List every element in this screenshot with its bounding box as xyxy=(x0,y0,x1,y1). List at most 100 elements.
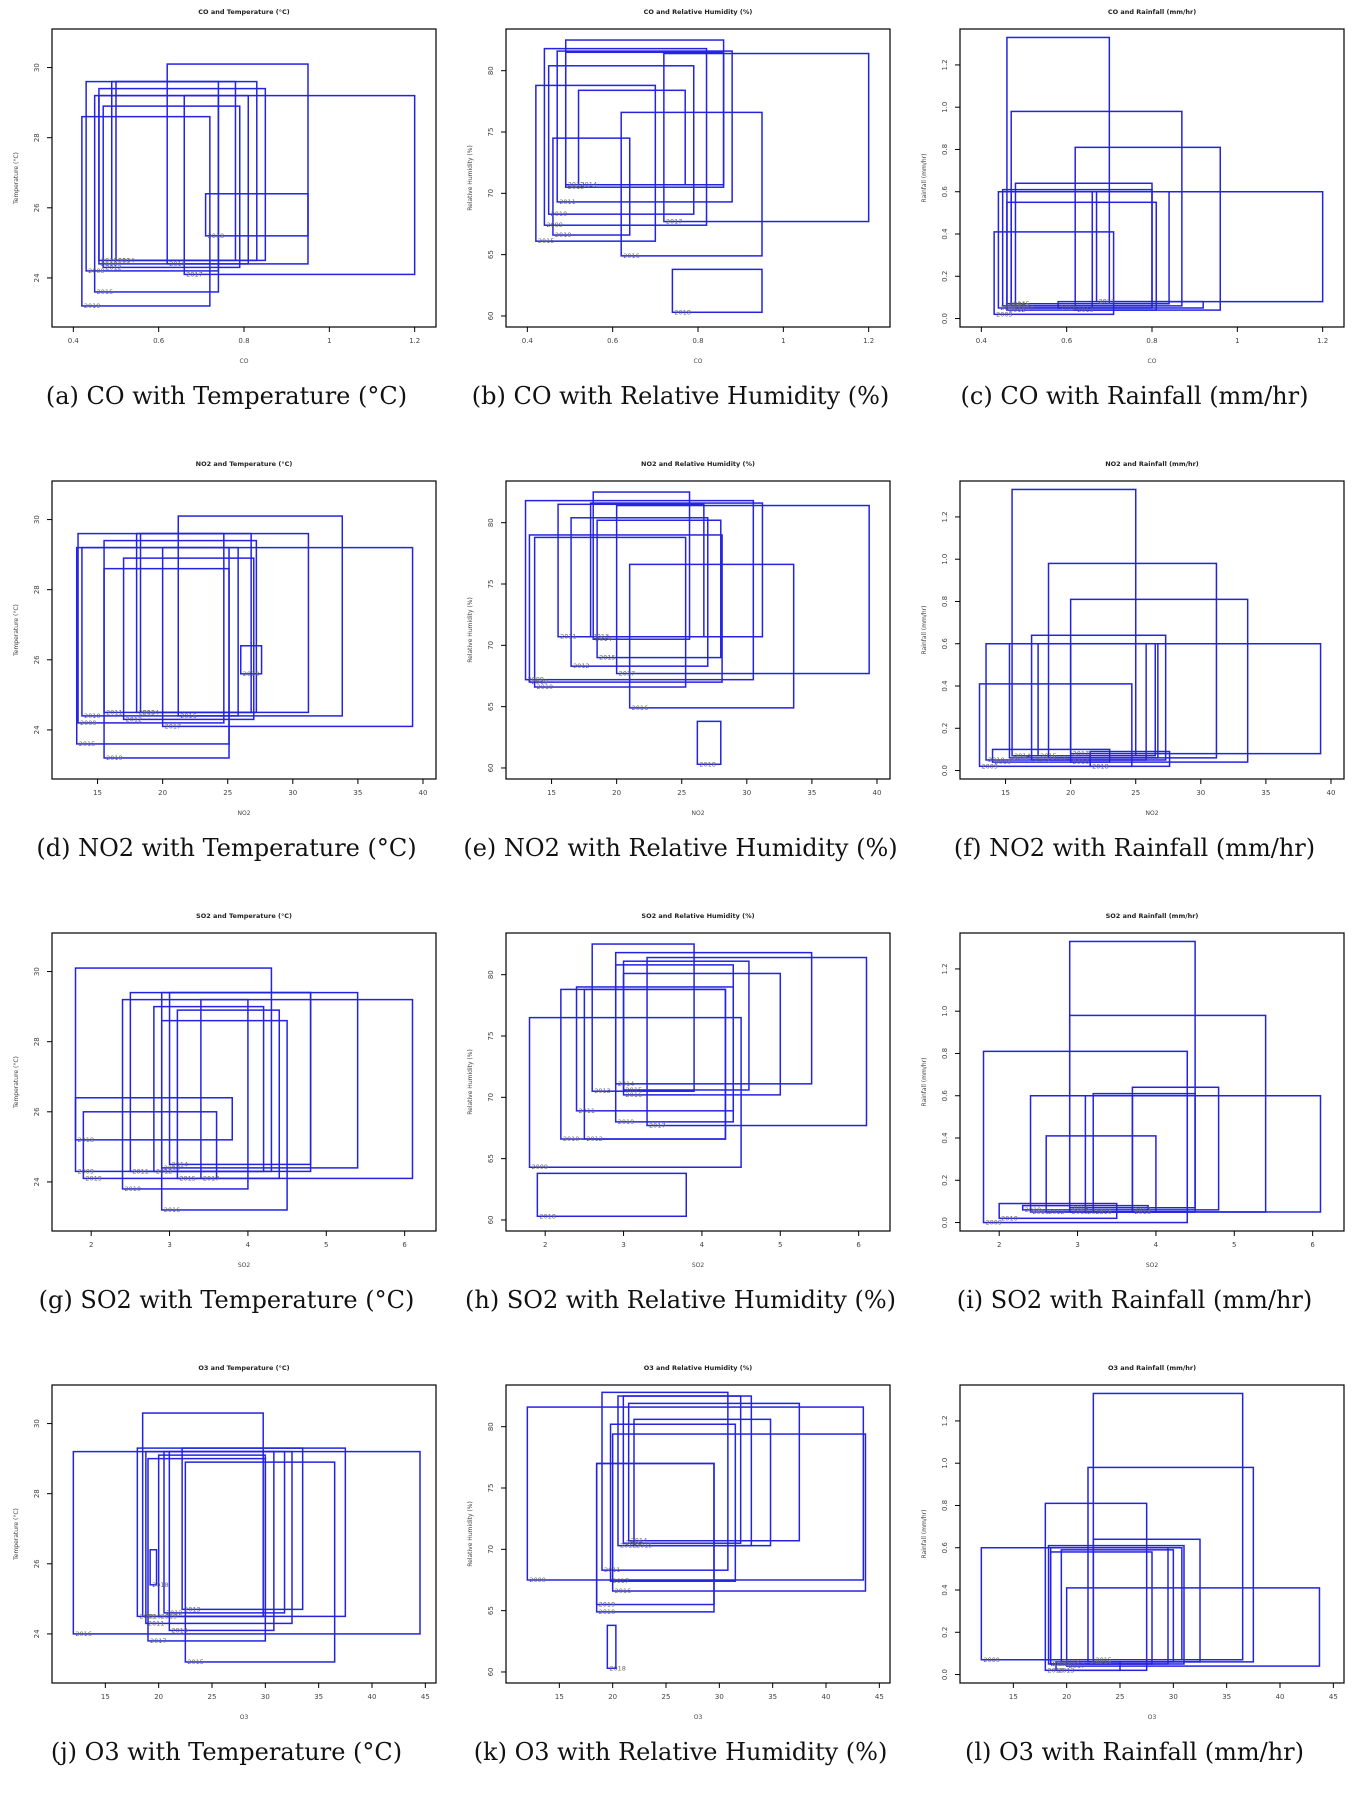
year-label: 2016 xyxy=(180,712,197,720)
year-label: 2017 xyxy=(1099,298,1116,306)
y-tick-label: 30 xyxy=(33,515,41,524)
year-label: 2012 xyxy=(166,1609,183,1617)
data-rect xyxy=(122,557,255,721)
y-tick-label: 80 xyxy=(487,518,495,527)
year-label: 2016 xyxy=(75,1630,92,1638)
y-tick-label: 0.2 xyxy=(941,271,949,282)
data-rect xyxy=(617,1395,753,1547)
data-rect xyxy=(606,1624,617,1670)
chart-svg: CO and Rainfall (mm/hr)20092010201120122… xyxy=(921,8,1345,365)
chart-panel: CO and Rainfall (mm/hr) 2009 2010 2011 2012 2… xyxy=(908,0,1361,452)
year-label: 2009 xyxy=(983,1656,1000,1664)
x-tick-label: 15 xyxy=(547,789,556,797)
data-rect xyxy=(82,1111,218,1180)
data-rect xyxy=(583,988,727,1140)
figure-caption: (l) O3 with Rainfall (mm/hr) xyxy=(964,1738,1305,1766)
x-tick-label: 25 xyxy=(1131,789,1140,797)
data-rect xyxy=(570,517,709,667)
year-label: 2011 xyxy=(148,1619,165,1627)
x-axis-label: NO2 xyxy=(1145,810,1158,817)
y-axis-label: Rainfall (mm/hr) xyxy=(921,154,928,203)
year-label: 2010 xyxy=(1001,1214,1018,1222)
year-label: 2010 xyxy=(563,1135,580,1143)
plot-frame xyxy=(51,1384,437,1684)
y-axis-label: Temperature (°C) xyxy=(13,1508,20,1561)
year-label: 2018 xyxy=(1060,304,1077,312)
data-rect xyxy=(663,52,870,223)
data-rect xyxy=(1092,1392,1244,1661)
x-tick-label: 25 xyxy=(1116,1693,1125,1701)
data-rect xyxy=(543,47,708,226)
y-tick-label: 1.0 xyxy=(941,554,949,565)
chart-panel: O3 and Relative Humidity (%) 2009 2010 2011… xyxy=(454,1356,907,1808)
year-label: 2013 xyxy=(164,1164,181,1172)
plot-frame xyxy=(959,480,1345,780)
x-tick-label: 15 xyxy=(101,1693,110,1701)
x-tick-label: 15 xyxy=(1001,789,1010,797)
data-rect xyxy=(72,1450,421,1635)
x-tick-label: 0.4 xyxy=(976,337,988,345)
year-label: 2017 xyxy=(1134,1206,1151,1214)
x-tick-label: 40 xyxy=(368,1693,377,1701)
year-label: 2015 xyxy=(599,654,616,662)
x-tick-label: 45 xyxy=(875,1693,884,1701)
y-tick-label: 1.2 xyxy=(941,511,949,522)
chart-panel: SO2 and Relative Humidity (%) 2009 2010 201… xyxy=(454,904,907,1356)
year-label: 2012 xyxy=(1048,1208,1065,1216)
x-tick-label: 6 xyxy=(1310,1241,1315,1249)
plot-frame xyxy=(51,28,437,328)
x-tick-label: 30 xyxy=(715,1693,724,1701)
year-label: 2016 xyxy=(1017,304,1034,312)
y-tick-label: 26 xyxy=(33,1559,41,1568)
year-label: 2014 xyxy=(618,1080,635,1088)
x-tick-label: 20 xyxy=(154,1693,163,1701)
x-tick-label: 30 xyxy=(288,789,297,797)
x-tick-label: 30 xyxy=(1196,789,1205,797)
x-tick-label: 0.8 xyxy=(238,337,249,345)
chart-panel: O3 and Rainfall (mm/hr) 2009 2010 2011 2012 2… xyxy=(908,1356,1361,1808)
data-rect xyxy=(622,1395,742,1544)
x-axis-label: SO2 xyxy=(1146,1262,1159,1269)
chart-svg: CO and Temperature (°C)20092010201120122… xyxy=(13,8,437,365)
year-label: 2019 xyxy=(106,754,123,762)
year-label: 2012 xyxy=(620,1542,637,1550)
x-tick-label: 15 xyxy=(93,789,102,797)
year-label: 2009 xyxy=(529,1576,546,1584)
y-tick-label: 1.0 xyxy=(941,102,949,113)
y-tick-label: 1.0 xyxy=(941,1458,949,1469)
x-axis-label: O3 xyxy=(694,1714,703,1721)
x-tick-label: 40 xyxy=(1327,789,1336,797)
data-rect xyxy=(1006,36,1111,305)
x-tick-label: 3 xyxy=(621,1241,625,1249)
data-rect xyxy=(1131,1094,1322,1213)
x-tick-label: 5 xyxy=(778,1241,782,1249)
y-tick-label: 75 xyxy=(487,1484,495,1493)
y-tick-label: 60 xyxy=(487,1216,495,1225)
data-rect xyxy=(524,499,755,681)
data-rect xyxy=(204,193,309,237)
data-rect xyxy=(596,519,722,659)
x-tick-label: 0.4 xyxy=(522,337,534,345)
year-label: 2015 xyxy=(187,1658,204,1666)
year-label: 2010 xyxy=(599,1608,616,1616)
y-tick-label: 24 xyxy=(33,725,41,734)
year-label: 2017 xyxy=(619,670,636,678)
data-rect xyxy=(633,1418,772,1547)
x-tick-label: 0.6 xyxy=(153,337,165,345)
year-label: 2015 xyxy=(97,288,114,296)
y-tick-label: 24 xyxy=(33,1177,41,1186)
y-tick-label: 1.0 xyxy=(941,1006,949,1017)
x-tick-label: 5 xyxy=(1232,1241,1236,1249)
x-tick-label: 30 xyxy=(1169,1693,1178,1701)
data-rect xyxy=(615,504,870,675)
chart-svg: O3 and Rainfall (mm/hr)20092010201120122… xyxy=(921,1364,1345,1721)
data-rect xyxy=(1030,634,1167,761)
year-label: 2012 xyxy=(573,662,590,670)
data-rect xyxy=(646,956,868,1127)
x-tick-label: 2 xyxy=(89,1241,93,1249)
year-label: 2019 xyxy=(531,678,548,686)
data-rect xyxy=(1057,300,1204,309)
data-rect xyxy=(560,988,727,1140)
x-tick-label: 1 xyxy=(327,337,331,345)
